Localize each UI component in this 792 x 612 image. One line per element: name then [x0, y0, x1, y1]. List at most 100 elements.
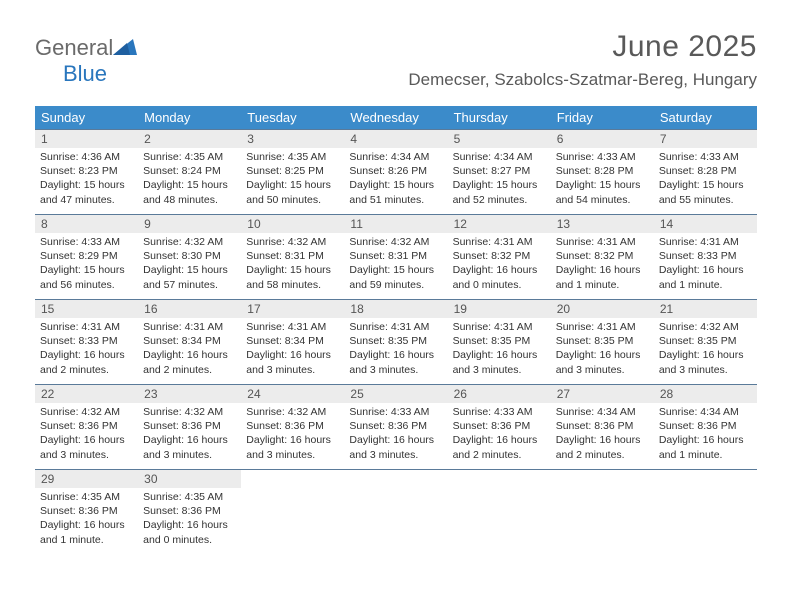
day-cell: 25Sunrise: 4:33 AMSunset: 8:36 PMDayligh…	[344, 385, 447, 469]
day-cell: 20Sunrise: 4:31 AMSunset: 8:35 PMDayligh…	[551, 300, 654, 384]
day-body: Sunrise: 4:31 AMSunset: 8:32 PMDaylight:…	[448, 233, 551, 296]
day-number: 15	[35, 300, 138, 318]
calendar: Sunday Monday Tuesday Wednesday Thursday…	[35, 106, 757, 554]
sunrise-line: Sunrise: 4:35 AM	[143, 490, 236, 504]
daylight-line: Daylight: 15 hours and 57 minutes.	[143, 263, 236, 291]
day-number: 11	[344, 215, 447, 233]
sunset-line: Sunset: 8:27 PM	[453, 164, 546, 178]
sunset-line: Sunset: 8:30 PM	[143, 249, 236, 263]
sunset-line: Sunset: 8:36 PM	[556, 419, 649, 433]
sunrise-line: Sunrise: 4:35 AM	[246, 150, 339, 164]
dayhead-fri: Friday	[551, 106, 654, 129]
logo: General Blue	[35, 35, 137, 87]
daylight-line: Daylight: 16 hours and 2 minutes.	[453, 433, 546, 461]
day-number: 28	[654, 385, 757, 403]
sunset-line: Sunset: 8:35 PM	[349, 334, 442, 348]
day-body: Sunrise: 4:32 AMSunset: 8:31 PMDaylight:…	[241, 233, 344, 296]
sunset-line: Sunset: 8:33 PM	[659, 249, 752, 263]
week-row: 22 Sunrise: 4:32 AMSunset: 8:36 PMDayligh…	[35, 384, 757, 469]
daylight-line: Daylight: 15 hours and 56 minutes.	[40, 263, 133, 291]
sunrise-line: Sunrise: 4:31 AM	[40, 320, 133, 334]
sunrise-line: Sunrise: 4:31 AM	[659, 235, 752, 249]
daylight-line: Daylight: 16 hours and 1 minute.	[659, 263, 752, 291]
day-cell: 10Sunrise: 4:32 AMSunset: 8:31 PMDayligh…	[241, 215, 344, 299]
day-body: Sunrise: 4:35 AMSunset: 8:36 PMDaylight:…	[35, 488, 138, 551]
day-cell: 1Sunrise: 4:36 AMSunset: 8:23 PMDaylight…	[35, 130, 138, 214]
day-body: Sunrise: 4:35 AMSunset: 8:36 PMDaylight:…	[138, 488, 241, 551]
daylight-line: Daylight: 16 hours and 1 minute.	[659, 433, 752, 461]
sunset-line: Sunset: 8:26 PM	[349, 164, 442, 178]
day-number: 8	[35, 215, 138, 233]
header: June 2025 Demecser, Szabolcs-Szatmar-Ber…	[408, 30, 757, 90]
sunset-line: Sunset: 8:36 PM	[40, 504, 133, 518]
day-body: Sunrise: 4:31 AMSunset: 8:35 PMDaylight:…	[344, 318, 447, 381]
week-row: 29Sunrise: 4:35 AMSunset: 8:36 PMDayligh…	[35, 469, 757, 554]
sunrise-line: Sunrise: 4:31 AM	[453, 320, 546, 334]
day-cell: 15Sunrise: 4:31 AMSunset: 8:33 PMDayligh…	[35, 300, 138, 384]
daylight-line: Daylight: 15 hours and 58 minutes.	[246, 263, 339, 291]
sunrise-line: Sunrise: 4:33 AM	[556, 150, 649, 164]
daylight-line: Daylight: 16 hours and 3 minutes.	[453, 348, 546, 376]
sunset-line: Sunset: 8:36 PM	[453, 419, 546, 433]
day-body: Sunrise: 4:35 AMSunset: 8:25 PMDaylight:…	[241, 148, 344, 211]
sunset-line: Sunset: 8:29 PM	[40, 249, 133, 263]
daylight-line: Daylight: 16 hours and 2 minutes.	[556, 433, 649, 461]
day-number: 21	[654, 300, 757, 318]
day-body: Sunrise: 4:32 AMSunset: 8:31 PMDaylight:…	[344, 233, 447, 296]
dayhead-mon: Monday	[138, 106, 241, 129]
daylight-line: Daylight: 16 hours and 1 minute.	[556, 263, 649, 291]
logo-text-blue: Blue	[63, 61, 107, 86]
day-number: 17	[241, 300, 344, 318]
day-body: Sunrise: 4:33 AMSunset: 8:36 PMDaylight:…	[448, 403, 551, 466]
daylight-line: Daylight: 16 hours and 3 minutes.	[349, 433, 442, 461]
daylight-line: Daylight: 16 hours and 3 minutes.	[349, 348, 442, 376]
sunrise-line: Sunrise: 4:32 AM	[143, 235, 236, 249]
day-body: Sunrise: 4:32 AMSunset: 8:36 PMDaylight:…	[241, 403, 344, 466]
sunset-line: Sunset: 8:36 PM	[349, 419, 442, 433]
day-body: Sunrise: 4:31 AMSunset: 8:35 PMDaylight:…	[551, 318, 654, 381]
sunset-line: Sunset: 8:23 PM	[40, 164, 133, 178]
sunrise-line: Sunrise: 4:32 AM	[246, 235, 339, 249]
day-cell: 3Sunrise: 4:35 AMSunset: 8:25 PMDaylight…	[241, 130, 344, 214]
sunrise-line: Sunrise: 4:35 AM	[40, 490, 133, 504]
daylight-line: Daylight: 15 hours and 51 minutes.	[349, 178, 442, 206]
day-cell: 23Sunrise: 4:32 AMSunset: 8:36 PMDayligh…	[138, 385, 241, 469]
dayhead-thu: Thursday	[448, 106, 551, 129]
day-cell: 27Sunrise: 4:34 AMSunset: 8:36 PMDayligh…	[551, 385, 654, 469]
sunset-line: Sunset: 8:33 PM	[40, 334, 133, 348]
day-cell: 14 Sunrise: 4:31 AMSunset: 8:33 PMDayligh…	[654, 215, 757, 299]
day-body: Sunrise: 4:33 AMSunset: 8:29 PMDaylight:…	[35, 233, 138, 296]
day-number: 26	[448, 385, 551, 403]
day-cell: 30Sunrise: 4:35 AMSunset: 8:36 PMDayligh…	[138, 470, 241, 554]
sunset-line: Sunset: 8:34 PM	[143, 334, 236, 348]
day-number: 22	[35, 385, 138, 403]
daylight-line: Daylight: 15 hours and 47 minutes.	[40, 178, 133, 206]
day-number: 6	[551, 130, 654, 148]
day-body: Sunrise: 4:32 AMSunset: 8:35 PMDaylight:…	[654, 318, 757, 381]
day-body: Sunrise: 4:36 AMSunset: 8:23 PMDaylight:…	[35, 148, 138, 211]
day-number: 14	[654, 215, 757, 233]
day-body: Sunrise: 4:32 AMSunset: 8:30 PMDaylight:…	[138, 233, 241, 296]
daylight-line: Daylight: 16 hours and 0 minutes.	[143, 518, 236, 546]
sunset-line: Sunset: 8:25 PM	[246, 164, 339, 178]
daylight-line: Daylight: 16 hours and 3 minutes.	[659, 348, 752, 376]
dayhead-tue: Tuesday	[241, 106, 344, 129]
day-number: 9	[138, 215, 241, 233]
logo-text-general: General	[35, 35, 113, 60]
day-number: 27	[551, 385, 654, 403]
day-cell: 2Sunrise: 4:35 AMSunset: 8:24 PMDaylight…	[138, 130, 241, 214]
sunset-line: Sunset: 8:35 PM	[659, 334, 752, 348]
week-row: 15Sunrise: 4:31 AMSunset: 8:33 PMDayligh…	[35, 299, 757, 384]
day-cell: 11Sunrise: 4:32 AMSunset: 8:31 PMDayligh…	[344, 215, 447, 299]
month-title: June 2025	[408, 30, 757, 64]
day-cell	[654, 470, 757, 554]
sunrise-line: Sunrise: 4:32 AM	[349, 235, 442, 249]
day-cell	[344, 470, 447, 554]
day-number: 25	[344, 385, 447, 403]
sunrise-line: Sunrise: 4:33 AM	[659, 150, 752, 164]
day-cell: 12Sunrise: 4:31 AMSunset: 8:32 PMDayligh…	[448, 215, 551, 299]
day-cell: 7Sunrise: 4:33 AMSunset: 8:28 PMDaylight…	[654, 130, 757, 214]
day-cell: 16Sunrise: 4:31 AMSunset: 8:34 PMDayligh…	[138, 300, 241, 384]
day-number: 19	[448, 300, 551, 318]
day-number: 2	[138, 130, 241, 148]
